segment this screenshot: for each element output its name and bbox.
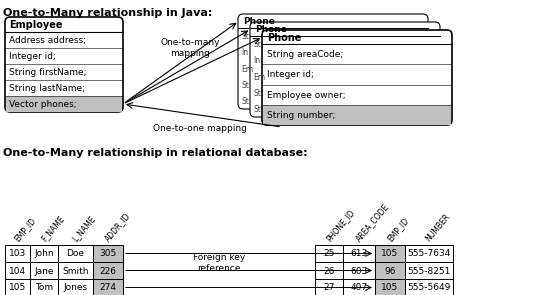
Bar xyxy=(343,262,375,279)
Text: NUMBER: NUMBER xyxy=(424,212,452,243)
Text: St: St xyxy=(241,32,249,41)
Text: Integer id;: Integer id; xyxy=(9,52,56,61)
FancyBboxPatch shape xyxy=(5,17,123,112)
Bar xyxy=(58,262,93,279)
Bar xyxy=(93,245,123,262)
Bar xyxy=(30,245,58,262)
Text: String lastName;: String lastName; xyxy=(9,84,85,93)
Bar xyxy=(405,279,453,295)
Text: 407: 407 xyxy=(351,283,367,293)
FancyBboxPatch shape xyxy=(262,30,452,125)
Text: Employee: Employee xyxy=(9,20,62,30)
Text: String areaCode;: String areaCode; xyxy=(267,50,343,59)
Text: One-to-one mapping: One-to-one mapping xyxy=(153,124,247,133)
Bar xyxy=(405,262,453,279)
Text: St: St xyxy=(253,105,261,114)
Text: 25: 25 xyxy=(323,250,335,258)
Bar xyxy=(375,245,405,262)
Text: One-to-Many relationship in Java:: One-to-Many relationship in Java: xyxy=(3,8,212,18)
Text: St: St xyxy=(253,89,261,98)
Bar xyxy=(58,245,93,262)
Text: 104: 104 xyxy=(9,266,26,276)
Text: One-to-many
mapping: One-to-many mapping xyxy=(160,38,220,58)
Bar xyxy=(5,245,30,262)
Bar xyxy=(375,262,405,279)
Text: Jane: Jane xyxy=(34,266,54,276)
Text: Em: Em xyxy=(241,65,253,73)
Bar xyxy=(343,245,375,262)
Bar xyxy=(263,105,451,125)
FancyBboxPatch shape xyxy=(250,22,440,117)
Text: 305: 305 xyxy=(99,250,117,258)
Text: Smith: Smith xyxy=(62,266,89,276)
Bar xyxy=(405,245,453,262)
Text: F_NAME: F_NAME xyxy=(39,214,66,243)
FancyBboxPatch shape xyxy=(238,14,428,109)
Text: Phone: Phone xyxy=(255,25,287,35)
Text: Vector phones;: Vector phones; xyxy=(9,100,77,109)
Bar xyxy=(30,262,58,279)
Text: 105: 105 xyxy=(9,283,26,293)
Bar xyxy=(93,279,123,295)
Text: In: In xyxy=(253,56,260,65)
Text: Integer id;: Integer id; xyxy=(267,71,314,79)
Bar xyxy=(5,262,30,279)
Bar xyxy=(375,279,405,295)
Text: String number;: String number; xyxy=(267,111,336,120)
Text: Foreign key
reference: Foreign key reference xyxy=(193,253,245,273)
Text: One-to-Many relationship in relational database:: One-to-Many relationship in relational d… xyxy=(3,148,308,158)
Text: 226: 226 xyxy=(99,266,117,276)
Bar xyxy=(315,262,343,279)
Text: 555-8251: 555-8251 xyxy=(407,266,451,276)
Text: Doe: Doe xyxy=(67,250,84,258)
Bar xyxy=(315,279,343,295)
Text: EMP_ID: EMP_ID xyxy=(12,216,38,243)
Text: 274: 274 xyxy=(99,283,117,293)
Text: 603: 603 xyxy=(350,266,368,276)
Text: 96: 96 xyxy=(384,266,396,276)
Text: In: In xyxy=(241,48,248,57)
Text: Address address;: Address address; xyxy=(9,36,86,45)
Text: Em: Em xyxy=(253,73,265,81)
Text: L_NAME: L_NAME xyxy=(70,214,97,243)
Text: 103: 103 xyxy=(9,250,26,258)
Text: Tom: Tom xyxy=(35,283,53,293)
Text: 555-5649: 555-5649 xyxy=(407,283,451,293)
Bar xyxy=(6,96,122,112)
Text: AREA_CODE: AREA_CODE xyxy=(354,202,391,243)
Text: St: St xyxy=(253,40,261,49)
Text: 105: 105 xyxy=(381,283,398,293)
Text: 105: 105 xyxy=(381,250,398,258)
Bar xyxy=(30,279,58,295)
Text: John: John xyxy=(34,250,54,258)
Text: ADDR_ID: ADDR_ID xyxy=(103,211,132,243)
Text: PHONE_ID: PHONE_ID xyxy=(324,207,356,243)
Text: String firstName;: String firstName; xyxy=(9,68,86,77)
Text: 26: 26 xyxy=(323,266,335,276)
Bar xyxy=(315,245,343,262)
Text: Phone: Phone xyxy=(243,17,275,27)
Bar xyxy=(93,262,123,279)
Text: Jones: Jones xyxy=(63,283,88,293)
Bar xyxy=(5,279,30,295)
Text: 613: 613 xyxy=(350,250,368,258)
Text: Employee owner;: Employee owner; xyxy=(267,91,346,100)
Text: St: St xyxy=(241,81,249,90)
Bar xyxy=(58,279,93,295)
Text: 555-7634: 555-7634 xyxy=(407,250,451,258)
Bar xyxy=(343,279,375,295)
Text: Phone: Phone xyxy=(267,33,301,43)
Text: 27: 27 xyxy=(323,283,335,293)
Text: EMP_ID: EMP_ID xyxy=(385,216,410,243)
Text: St: St xyxy=(241,97,249,106)
